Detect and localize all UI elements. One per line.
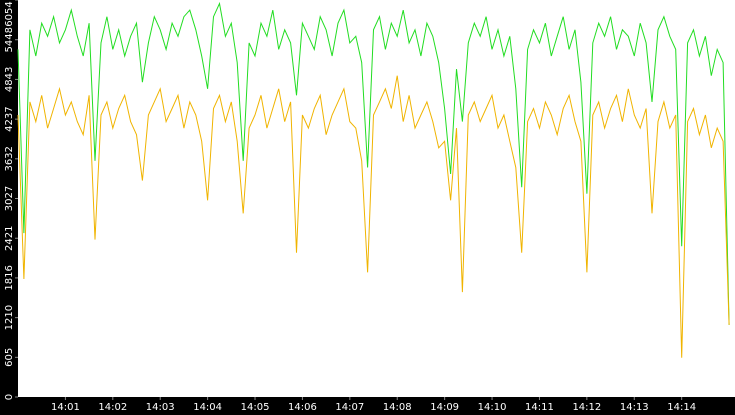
y-tick-label: 5448 [4, 27, 15, 52]
x-tick-label: 14:06 [288, 402, 317, 413]
x-tick-label: 14:13 [620, 402, 649, 413]
series-line [17, 75, 730, 358]
series-line [17, 1, 730, 325]
y-tick-label: 3027 [4, 186, 15, 211]
x-tick-label: 14:02 [98, 402, 127, 413]
x-tick-label: 14:12 [572, 402, 601, 413]
x-tick-label: 14:03 [146, 402, 175, 413]
plot-area [18, 0, 735, 397]
x-tick-label: 14:11 [525, 402, 554, 413]
y-tick-label: 6054 [4, 1, 15, 26]
y-tick-label: 1210 [4, 305, 15, 330]
y-tick-label: 1816 [4, 265, 15, 290]
y-tick-label: 4237 [4, 106, 15, 131]
y-tick-label: 605 [4, 348, 15, 367]
x-tick-label: 14:14 [667, 402, 696, 413]
x-tick-label: 14:10 [478, 402, 507, 413]
x-tick-label: 14:05 [241, 402, 270, 413]
y-tick-label: 0 [4, 394, 15, 400]
x-tick-label: 14:01 [51, 402, 80, 413]
y-tick-label: 4843 [4, 67, 15, 92]
x-tick-label: 14:04 [193, 402, 222, 413]
x-tick-label: 14:08 [383, 402, 412, 413]
x-tick-label: 14:09 [430, 402, 459, 413]
y-tick-label: 3632 [4, 146, 15, 171]
x-tick-label: 14:07 [335, 402, 364, 413]
y-tick-label: 2421 [4, 226, 15, 251]
